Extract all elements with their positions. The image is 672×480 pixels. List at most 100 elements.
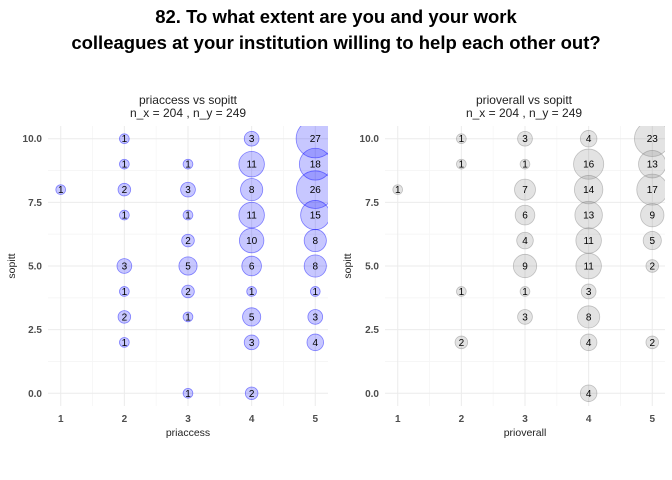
bubble-count-label: 1 <box>185 160 191 171</box>
bubble-point <box>238 201 265 229</box>
y-tick-label: 7.5 <box>28 198 42 209</box>
bubble-point <box>454 335 469 350</box>
bubble-point <box>579 384 598 402</box>
bubble-count-label: 1 <box>312 287 318 298</box>
bubble-count-label: 2 <box>185 287 191 298</box>
bubble-count-label: 1 <box>185 312 191 323</box>
bubble-count-label: 5 <box>185 262 191 273</box>
bubble-count-label: 11 <box>246 211 257 222</box>
bubble-point <box>300 200 328 231</box>
bubble-point <box>55 184 67 195</box>
bubble-point <box>575 252 602 280</box>
bubble-count-label: 3 <box>522 134 528 145</box>
bubble-count-label: 1 <box>249 287 255 298</box>
bubble-point <box>117 310 132 324</box>
bubble-count-label: 1 <box>459 134 465 145</box>
bubble-count-label: 1 <box>122 160 128 171</box>
bubble-point <box>116 258 133 274</box>
bubble-point <box>181 233 195 248</box>
bubble-count-label: 18 <box>310 160 322 171</box>
bubble-point <box>514 178 536 201</box>
bubble-count-label: 10 <box>246 236 258 247</box>
bubble-point <box>636 173 665 206</box>
bubble-point <box>512 253 538 279</box>
bubble-point <box>645 335 659 350</box>
bubble-layer: 1112131211312521131181110615322718261588… <box>55 126 328 400</box>
x-tick-label: 2 <box>122 414 128 425</box>
bubble-point <box>241 255 262 277</box>
bubble-count-label: 3 <box>312 312 318 323</box>
bubble-count-label: 1 <box>122 134 128 145</box>
bubble-count-label: 2 <box>185 236 191 247</box>
panel-title: prioverall vs sopitt <box>476 93 573 107</box>
y-tick-label: 7.5 <box>365 198 379 209</box>
bubble-count-label: 7 <box>522 185 528 196</box>
x-tick-label: 4 <box>249 414 255 425</box>
bubble-count-label: 1 <box>122 338 128 349</box>
bubble-count-label: 5 <box>649 236 655 247</box>
bubble-count-label: 13 <box>583 211 595 222</box>
bubble-point <box>119 337 130 348</box>
bubble-count-label: 8 <box>249 185 255 196</box>
x-tick-label: 4 <box>586 414 592 425</box>
bubble-count-label: 4 <box>522 236 528 247</box>
y-tick-label: 10.0 <box>360 134 380 145</box>
bubble-point <box>574 175 604 205</box>
x-axis-label: prioverall <box>504 427 547 439</box>
y-axis-label: sopitt <box>6 253 18 278</box>
y-tick-label: 5.0 <box>28 262 42 273</box>
bubble-point <box>577 305 601 329</box>
bubble-count-label: 11 <box>246 160 257 171</box>
bubble-point <box>517 309 533 325</box>
bubble-point <box>246 286 257 297</box>
x-axis-label: priaccess <box>166 427 210 439</box>
bubble-point <box>296 170 328 209</box>
y-tick-label: 2.5 <box>365 325 379 336</box>
bubble-point <box>514 204 536 226</box>
bubble-count-label: 6 <box>522 211 528 222</box>
bubble-point <box>182 387 194 399</box>
bubble-count-label: 4 <box>586 134 592 145</box>
bubble-point <box>244 386 259 400</box>
bubble-count-label: 11 <box>583 262 594 273</box>
bubble-point <box>117 182 132 197</box>
page-title: 82. To what extent are you and your work… <box>0 4 672 56</box>
bubble-count-label: 3 <box>249 338 255 349</box>
bubble-count-label: 1 <box>185 211 191 222</box>
bubble-point <box>238 151 265 178</box>
bubble-point <box>182 209 194 221</box>
bubble-count-label: 1 <box>122 287 128 298</box>
y-axis-label: sopitt <box>342 253 354 278</box>
bubble-count-label: 9 <box>649 211 655 222</box>
bubble-point <box>243 334 260 351</box>
bubble-point <box>579 333 598 352</box>
bubble-count-label: 1 <box>122 211 128 222</box>
bubble-point <box>242 307 262 327</box>
page-title-line-1: 82. To what extent are you and your work <box>155 6 517 27</box>
x-tick-label: 5 <box>312 414 318 425</box>
bubble-point <box>573 148 605 180</box>
bubble-count-label: 3 <box>122 262 128 273</box>
bubble-point <box>392 184 404 195</box>
bubble-point <box>645 259 659 273</box>
bubble-point <box>634 126 665 157</box>
bubble-point <box>303 254 327 278</box>
bubble-count-label: 4 <box>586 389 592 400</box>
y-tick-label: 5.0 <box>365 262 379 273</box>
bubble-count-label: 2 <box>122 312 128 323</box>
bubble-count-label: 2 <box>459 338 465 349</box>
x-tick-label: 2 <box>459 414 465 425</box>
bubble-count-label: 16 <box>583 160 595 171</box>
bubble-point <box>298 147 328 181</box>
bubble-point <box>119 209 130 221</box>
bubble-point <box>309 286 321 297</box>
bubble-count-label: 1 <box>522 287 528 298</box>
bubble-point <box>456 286 467 297</box>
bubble-point <box>240 178 264 202</box>
bubble-count-label: 1 <box>395 185 401 196</box>
bubble-count-label: 4 <box>312 338 318 349</box>
bubble-count-label: 8 <box>312 236 318 247</box>
bubble-point <box>238 227 265 254</box>
bubble-count-label: 1 <box>522 160 528 171</box>
bubble-point <box>519 286 531 297</box>
